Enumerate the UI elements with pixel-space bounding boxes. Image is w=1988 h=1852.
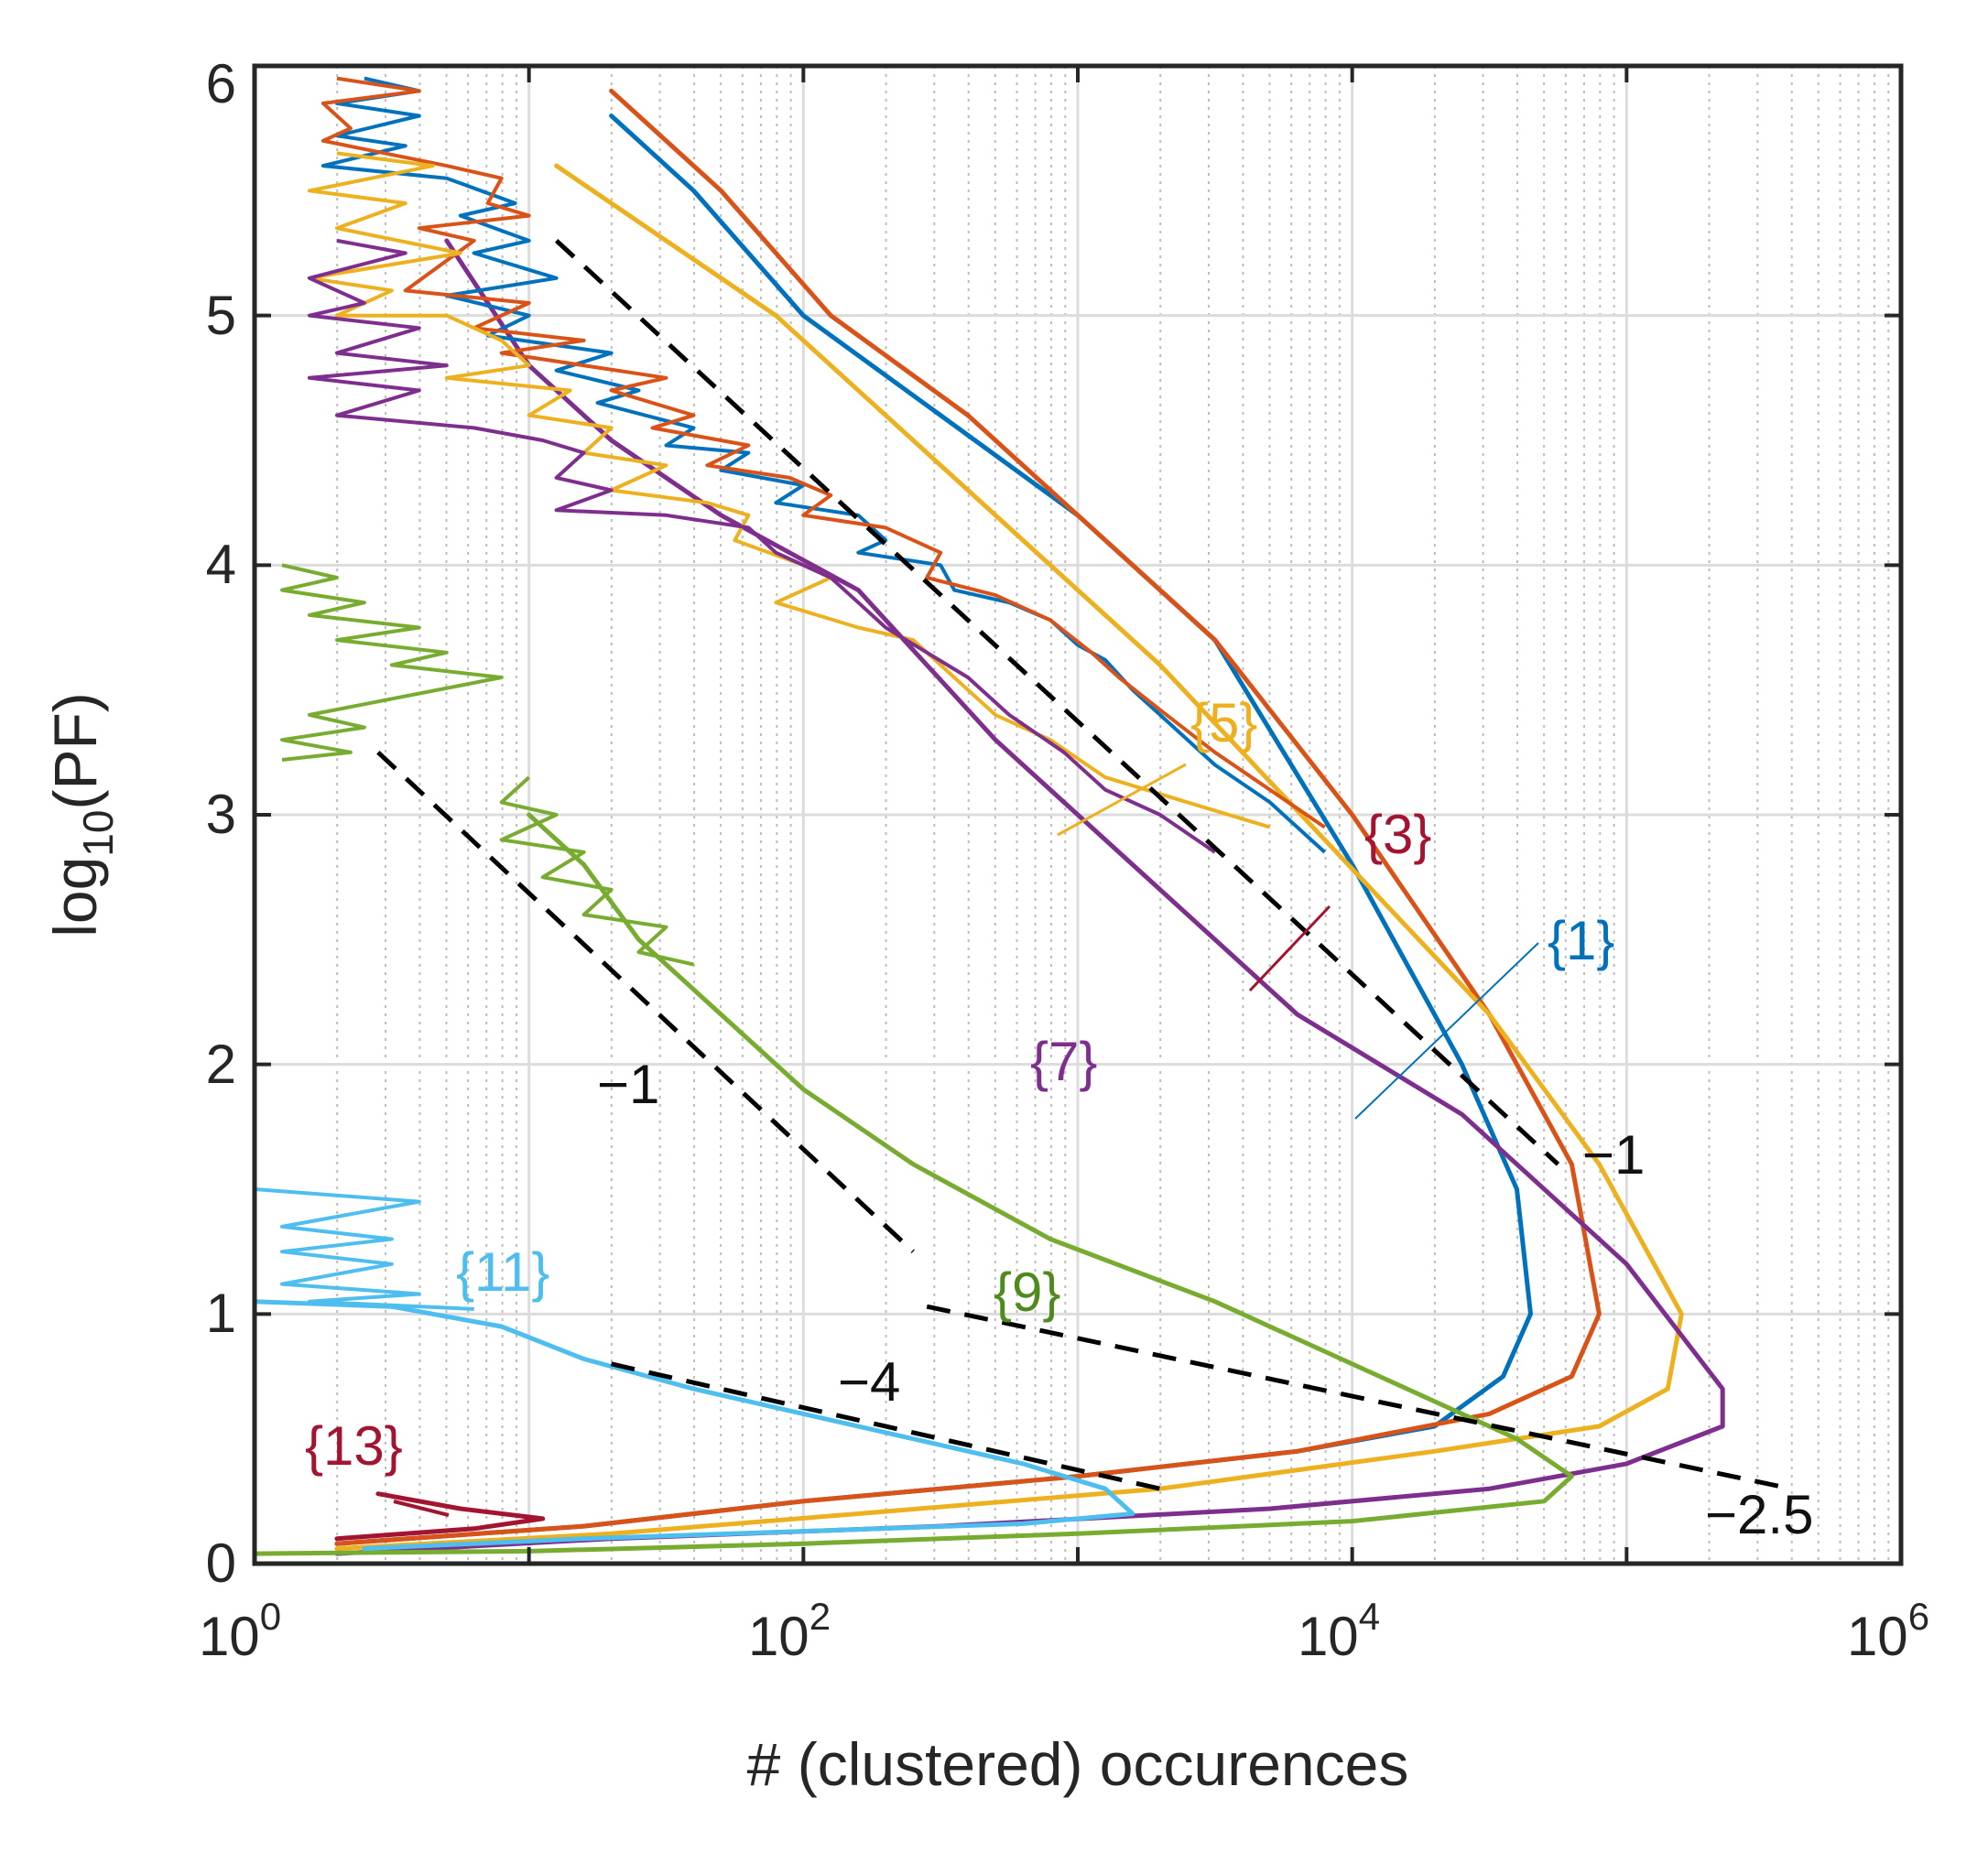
slope-guide-line xyxy=(611,1361,1161,1491)
slope-guide-line xyxy=(376,751,915,1253)
x-tick-label: 104 xyxy=(1298,1595,1380,1667)
leader-line-3 xyxy=(1248,904,1331,992)
leader-line-1 xyxy=(1354,942,1539,1120)
series-line-4 xyxy=(252,812,1574,1556)
x-axis-label: # (clustered) occurences xyxy=(747,1730,1409,1798)
annotation-series-1: {1} xyxy=(1548,910,1614,971)
leader-line-13 xyxy=(393,1500,450,1517)
y-tick-label: 2 xyxy=(206,1034,236,1095)
slope-label: −2.5 xyxy=(1705,1484,1813,1545)
annotation-series-7: {7} xyxy=(1030,1031,1097,1092)
slope-label: −1 xyxy=(597,1054,659,1115)
y-tick-label: 4 xyxy=(206,534,236,595)
annotation-series-13: {13} xyxy=(305,1415,403,1477)
x-tick-labels: 100 102 104 106 xyxy=(199,1595,1929,1667)
slope-guide-line xyxy=(554,239,1560,1166)
annotation-series-3: {3} xyxy=(1364,804,1431,865)
slope-labels: −1 −1 −2.5 −4 xyxy=(597,1054,1813,1545)
y-tick-label: 6 xyxy=(206,53,236,114)
series-noise-4 xyxy=(499,775,694,967)
x-tick-label: 106 xyxy=(1847,1595,1929,1667)
series-noise-5 xyxy=(254,1187,474,1311)
series-line-2 xyxy=(334,163,1684,1552)
y-axis-label: log10(PF) xyxy=(41,692,122,937)
annotation-series-11: {11} xyxy=(456,1241,549,1303)
x-tick-label: 100 xyxy=(199,1595,281,1667)
series-noise-1 xyxy=(320,76,1326,829)
annotation-series-5: {5} xyxy=(1190,692,1257,753)
x-tick-label: 102 xyxy=(748,1595,831,1667)
series-noise-4 xyxy=(280,563,504,762)
y-tick-label: 5 xyxy=(206,285,236,346)
slope-label: −1 xyxy=(1582,1124,1645,1186)
y-tick-label: 1 xyxy=(206,1283,236,1344)
y-tick-labels: 0 1 2 3 4 5 6 xyxy=(206,53,236,1594)
leader-layer xyxy=(393,763,1539,1517)
series-line-5 xyxy=(252,1299,1135,1552)
slope-guide-line xyxy=(926,1304,1792,1491)
series-line-1 xyxy=(334,88,1602,1546)
series-layer xyxy=(252,76,1725,1556)
annotation-series-9: {9} xyxy=(994,1262,1060,1323)
leader-line-5 xyxy=(1057,763,1187,837)
tick-marks xyxy=(253,64,1903,1565)
guide-layer xyxy=(376,239,1792,1491)
y-tick-label: 0 xyxy=(206,1533,236,1594)
y-tick-label: 3 xyxy=(206,784,236,845)
slope-label: −4 xyxy=(838,1351,900,1413)
series-line-6 xyxy=(334,1491,546,1542)
series-noise-2 xyxy=(307,151,1271,829)
series-annotations: {5} {3} {1} {7} {9} {11} {13} xyxy=(305,692,1614,1477)
series-noise-3 xyxy=(307,238,1216,854)
